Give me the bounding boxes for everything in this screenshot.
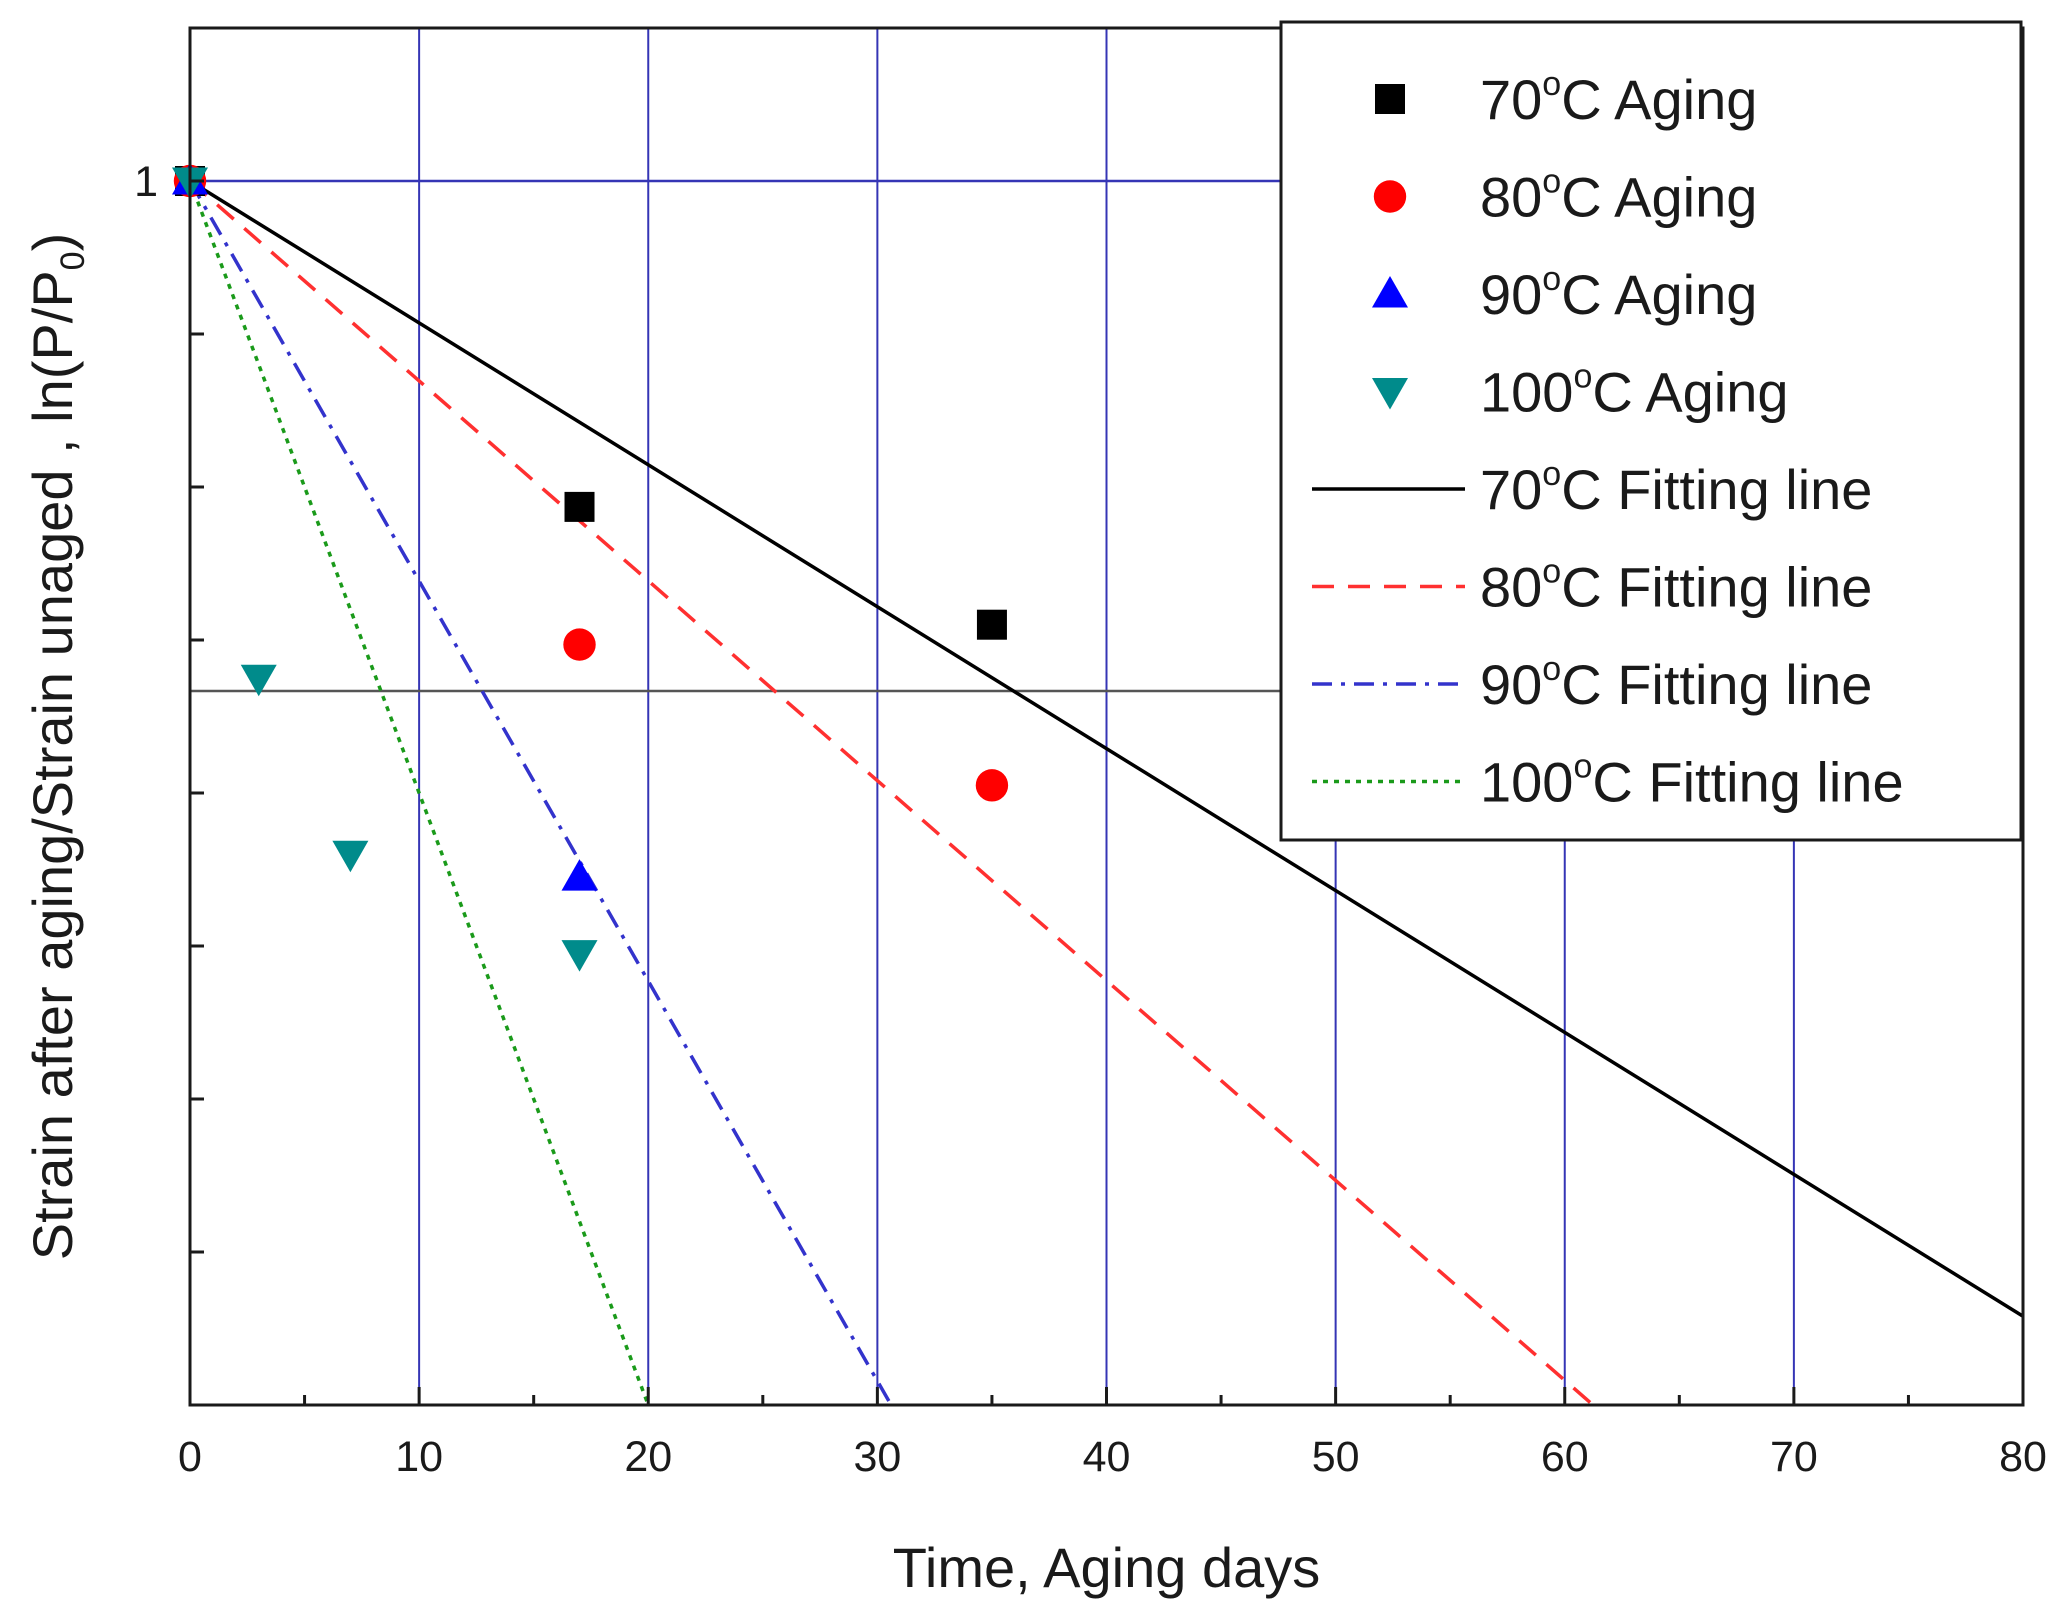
legend-label-number: 100 — [1480, 361, 1573, 424]
legend-label-text: C Aging — [1561, 68, 1757, 131]
legend-label-degree: o — [1542, 650, 1561, 688]
marker-square-0-2 — [976, 609, 1007, 640]
legend-label-degree: o — [1542, 163, 1561, 201]
legend-label-0: 70oC Aging — [1480, 65, 1757, 131]
legend-box — [1279, 20, 2023, 842]
legend-label-degree: o — [1573, 748, 1592, 786]
x-tick-label-20: 20 — [624, 1433, 672, 1481]
x-tick-label-0: 0 — [178, 1433, 202, 1481]
legend-label-degree: o — [1542, 65, 1561, 103]
legend-label-degree: o — [1542, 553, 1561, 591]
x-axis-title: Time, Aging days — [893, 1536, 1320, 1599]
x-tick-label-40: 40 — [1083, 1433, 1131, 1481]
tick-labels: 0 10 20 30 40 50 60 70 80 1 — [134, 158, 2047, 1481]
legend-marker-3 — [1372, 378, 1408, 410]
x-tick-label-10: 10 — [395, 1433, 443, 1481]
legend-label-text: C Aging — [1561, 263, 1757, 326]
marker-square-0-1 — [564, 491, 595, 522]
y-axis-title: Strain after aging/Strain unaged , ln(P/… — [21, 233, 92, 1261]
x-tick-label-60: 60 — [1541, 1433, 1589, 1481]
legend-label-degree: o — [1542, 455, 1561, 493]
legend-label-number: 70 — [1480, 458, 1542, 521]
fitting-line-1 — [188, 179, 1595, 1407]
marker-circle-1-1 — [563, 628, 596, 661]
legend-label-number: 90 — [1480, 653, 1542, 716]
marker-triangle-down-3-2 — [332, 840, 369, 873]
legend-label-number: 100 — [1480, 751, 1573, 814]
legend-label-5: 80oC Fitting line — [1480, 553, 1872, 619]
legend-label-1: 80oC Aging — [1480, 163, 1757, 229]
legend-label-6: 90oC Fitting line — [1480, 650, 1872, 716]
y-axis-title-main: Strain after aging/Strain unaged , ln(P/… — [21, 270, 84, 1260]
legend-label-text: C Fitting line — [1592, 751, 1903, 814]
legend-label-number: 90 — [1480, 263, 1542, 326]
marker-circle-1-2 — [975, 769, 1009, 802]
fitting-lines — [188, 179, 2024, 1407]
legend-label-number: 80 — [1480, 166, 1542, 229]
legend-label-3: 100oC Aging — [1480, 358, 1789, 424]
legend-label-text: C Aging — [1561, 166, 1757, 229]
marker-triangle-down-3-3 — [561, 940, 598, 972]
legend-label-number: 70 — [1480, 68, 1542, 131]
legend-marker-2 — [1372, 276, 1408, 308]
y-tick-label-0: 1 — [134, 158, 158, 206]
y-axis-title-subscript: 0 — [54, 251, 92, 270]
fitting-line-3 — [188, 180, 650, 1406]
x-tick-label-70: 70 — [1770, 1433, 1818, 1481]
legend-label-degree: o — [1573, 358, 1592, 396]
legend-label-text: C Fitting line — [1561, 458, 1872, 521]
x-tick-label-30: 30 — [853, 1433, 901, 1481]
legend-label-text: C Aging — [1592, 361, 1788, 424]
legend-label-degree: o — [1542, 260, 1561, 298]
marker-triangle-up-2-1 — [561, 859, 598, 891]
legend-marker-1 — [1373, 180, 1407, 213]
axis-ticks — [188, 179, 2025, 1405]
y-axis-title-close: ) — [21, 233, 84, 252]
legend-label-2: 90oC Aging — [1480, 260, 1757, 326]
legend-label-text: C Fitting line — [1561, 556, 1872, 619]
legend-label-text: C Fitting line — [1561, 653, 1872, 716]
legend-marker-0 — [1375, 84, 1405, 114]
legend-label-4: 70oC Fitting line — [1480, 455, 1872, 521]
marker-triangle-down-3-1 — [240, 664, 277, 697]
fitting-line-0 — [189, 179, 2024, 1318]
legend-label-7: 100oC Fitting line — [1480, 748, 1904, 814]
x-tick-label-50: 50 — [1312, 1433, 1360, 1481]
x-tick-label-80: 80 — [1999, 1433, 2047, 1481]
legend-label-number: 80 — [1480, 556, 1542, 619]
